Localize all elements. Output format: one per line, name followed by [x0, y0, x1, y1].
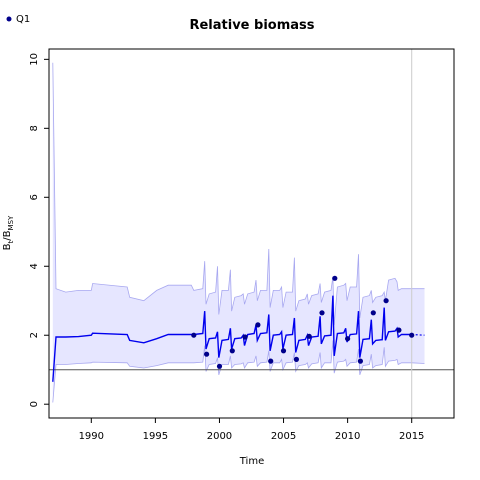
- x-tick-label: 2005: [271, 431, 296, 442]
- observation-point: [191, 332, 197, 338]
- x-tick-label: 1990: [79, 431, 104, 442]
- y-axis: 0 2 4 6 8 10: [29, 53, 49, 407]
- y-tick-label: 2: [29, 332, 40, 338]
- observation-point: [409, 332, 415, 338]
- observation-point: [345, 336, 351, 342]
- x-axis: 1990 1995 2000 2005 2010 2015: [79, 418, 424, 442]
- legend-label-q1: Q1: [16, 14, 30, 25]
- observation-point: [268, 358, 274, 364]
- observation-point: [319, 310, 325, 316]
- x-tick-label: 2000: [207, 431, 232, 442]
- y-tick-label: 10: [29, 53, 40, 66]
- y-tick-label: 0: [29, 401, 40, 407]
- observation-point: [255, 322, 261, 328]
- band-upper-edge: [52, 62, 425, 325]
- y-tick-label: 4: [29, 263, 40, 269]
- x-tick-label: 2010: [335, 431, 360, 442]
- observation-point: [229, 348, 235, 354]
- observation-points: [191, 275, 415, 369]
- x-axis-label: Time: [239, 456, 264, 467]
- y-tick-label: 6: [29, 194, 40, 200]
- legend: Q1: [6, 14, 30, 25]
- observation-point: [293, 356, 299, 362]
- observation-point: [216, 363, 223, 369]
- observation-point: [370, 310, 376, 316]
- observation-point: [242, 334, 248, 340]
- observation-point: [357, 358, 363, 364]
- observation-point: [383, 298, 389, 304]
- observation-point: [204, 351, 210, 357]
- reference-lines: [49, 49, 454, 418]
- plot-frame: [48, 48, 455, 419]
- y-axis-label: Bt/BMSY: [2, 215, 15, 250]
- observation-point: [306, 333, 312, 339]
- x-tick-label: 2015: [399, 431, 424, 442]
- legend-marker-q1: [6, 16, 12, 22]
- chart-title: Relative biomass: [189, 18, 314, 33]
- y-tick-label: 8: [29, 125, 40, 131]
- observation-point: [280, 348, 287, 354]
- band-lower-edge: [52, 340, 425, 403]
- observation-point: [396, 327, 402, 333]
- observation-point: [332, 275, 338, 281]
- x-tick-label: 1995: [143, 431, 168, 442]
